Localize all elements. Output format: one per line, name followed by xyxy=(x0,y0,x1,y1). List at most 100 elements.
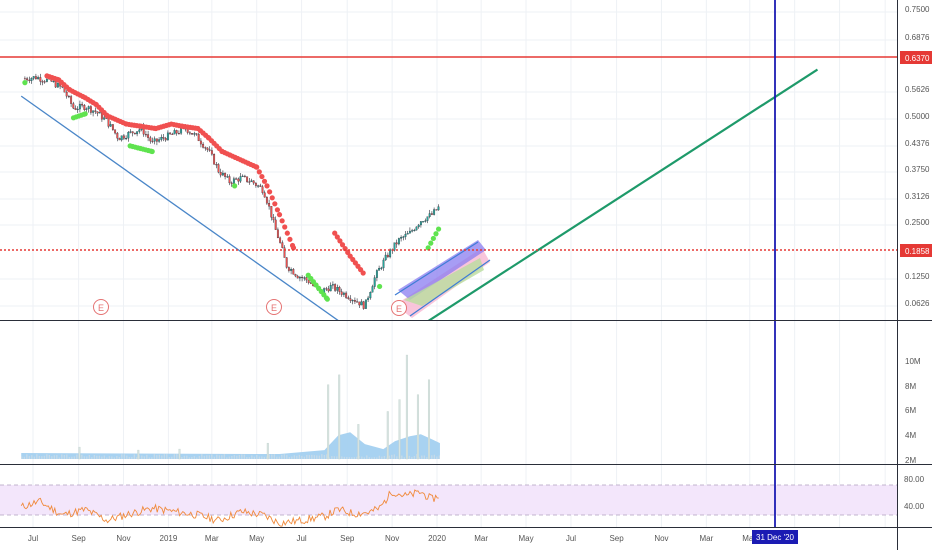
volume-bar xyxy=(113,457,115,459)
candle xyxy=(397,237,400,246)
candle xyxy=(120,135,123,142)
price-tick-label: 0.2500 xyxy=(905,218,930,227)
volume-tick-label: 2M xyxy=(905,456,916,465)
candle xyxy=(72,101,75,110)
volume-bar xyxy=(151,457,153,459)
volume-bar xyxy=(153,454,155,459)
price-pane[interactable] xyxy=(20,68,819,353)
volume-bar xyxy=(223,454,225,459)
candle xyxy=(230,181,233,187)
last-price-badge[interactable]: 0.1858 xyxy=(900,244,932,257)
candle xyxy=(426,216,429,224)
candle xyxy=(158,137,161,143)
volume-pane[interactable] xyxy=(21,354,440,460)
candle xyxy=(340,288,343,297)
price-tick-label: 0.5626 xyxy=(905,85,930,94)
price-axis[interactable]: 0.7500 0.6876 0.5626 0.5000 0.4376 0.375… xyxy=(905,5,930,308)
channel-fill-purple xyxy=(398,240,486,300)
stop-dots xyxy=(22,73,442,302)
candle xyxy=(30,77,33,84)
candle xyxy=(26,76,29,82)
candle xyxy=(89,105,92,115)
candle xyxy=(65,89,68,99)
volume-bar xyxy=(228,456,230,459)
volume-bar xyxy=(326,454,328,459)
candle xyxy=(94,107,97,114)
volume-bar xyxy=(416,394,419,460)
volume-bar xyxy=(208,455,210,459)
candle xyxy=(276,227,279,239)
volume-bar xyxy=(323,455,325,459)
resistance-dot xyxy=(256,169,262,175)
volume-bar xyxy=(63,454,65,459)
projection-line[interactable] xyxy=(380,68,819,353)
volume-bar xyxy=(141,455,143,459)
candle xyxy=(213,153,216,165)
volume-bar xyxy=(386,411,389,460)
candle xyxy=(437,204,440,211)
candle xyxy=(327,285,330,293)
candle xyxy=(342,291,345,298)
candle xyxy=(430,211,433,216)
earnings-marker[interactable]: E xyxy=(266,299,282,315)
time-tick-label: Jul xyxy=(296,534,306,543)
candle xyxy=(285,257,288,269)
resistance-dot xyxy=(261,178,268,184)
candle xyxy=(153,136,156,145)
rsi-pane[interactable] xyxy=(0,484,897,527)
candle xyxy=(413,228,416,232)
candle xyxy=(243,174,246,178)
volume-bar xyxy=(88,455,90,459)
earnings-marker[interactable]: E xyxy=(93,299,109,315)
volume-bar xyxy=(46,454,48,459)
volume-bar xyxy=(163,454,165,459)
volume-bar xyxy=(96,455,98,459)
support-dot xyxy=(435,226,442,232)
candle xyxy=(32,76,35,81)
candle xyxy=(298,275,301,282)
candle xyxy=(417,223,420,229)
volume-bar xyxy=(206,455,208,459)
volume-bar xyxy=(433,454,435,459)
volume-bar xyxy=(248,457,250,459)
candle xyxy=(210,147,213,156)
volume-bar xyxy=(123,454,125,459)
highlighted-date-badge[interactable]: 31 Dec '20 xyxy=(752,530,798,544)
volume-axis[interactable]: 10M 8M 6M 4M 2M 0 xyxy=(905,357,921,465)
volume-bar xyxy=(276,456,278,459)
volume-bar xyxy=(83,456,85,459)
candle xyxy=(362,300,365,310)
volume-bar xyxy=(263,456,265,459)
earnings-marker[interactable]: E xyxy=(391,300,407,316)
volume-bar xyxy=(51,456,53,459)
rsi-axis[interactable]: 80.00 40.00 xyxy=(904,475,925,511)
candle xyxy=(206,147,209,153)
downtrend-line[interactable] xyxy=(20,95,383,352)
candle xyxy=(389,248,392,259)
candle xyxy=(92,110,95,117)
time-tick-label: May xyxy=(249,534,264,543)
volume-bar xyxy=(356,456,358,459)
channel-line-lower xyxy=(409,259,491,317)
volume-bar xyxy=(216,454,218,459)
volume-bar xyxy=(357,424,360,460)
candle xyxy=(395,239,398,248)
candle xyxy=(303,276,306,281)
candle xyxy=(109,121,112,127)
time-tick-label: Sep xyxy=(340,534,355,543)
volume-bar xyxy=(161,455,163,459)
candle xyxy=(279,236,282,244)
time-axis[interactable]: Jul Sep Nov 2019 Mar May Jul Sep Nov 2020 Mar May Ju… xyxy=(28,534,757,543)
candle xyxy=(74,105,77,111)
volume-bar xyxy=(231,455,233,459)
volume-bar xyxy=(438,455,440,459)
candle xyxy=(219,168,222,178)
candle xyxy=(138,128,141,134)
candle xyxy=(272,214,275,223)
time-tick-label: Mar xyxy=(699,534,713,543)
support-dot xyxy=(433,231,439,237)
candle xyxy=(221,170,224,177)
volume-bar xyxy=(253,456,255,459)
target-price-badge[interactable]: 0.6370 xyxy=(900,51,932,64)
volume-bar xyxy=(421,455,423,459)
